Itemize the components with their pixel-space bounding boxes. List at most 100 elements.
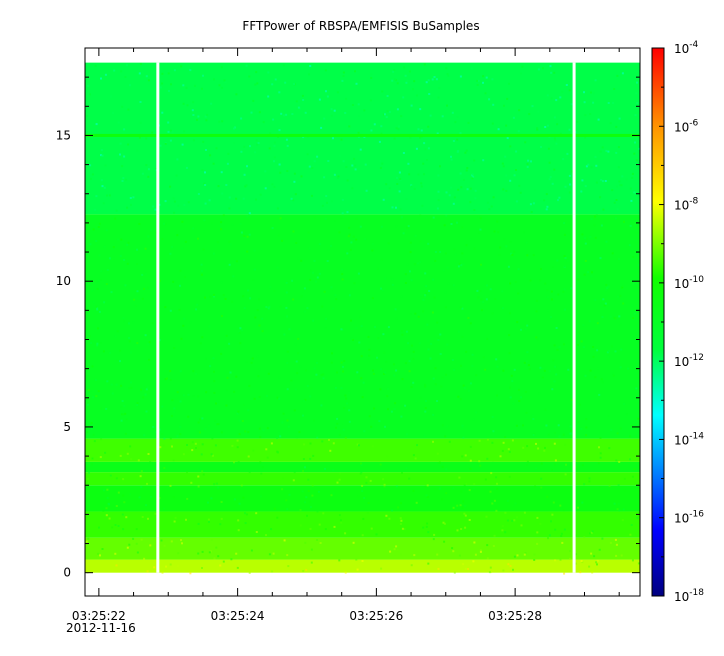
noise-pixel: [215, 147, 218, 150]
noise-pixel: [609, 541, 612, 544]
noise-pixel: [351, 104, 354, 106]
noise-pixel: [297, 337, 300, 340]
noise-pixel: [490, 205, 493, 208]
noise-pixel: [308, 247, 311, 250]
noise-pixel: [553, 442, 556, 445]
noise-pixel: [143, 434, 146, 437]
noise-pixel: [583, 101, 586, 104]
noise-pixel: [457, 150, 460, 153]
noise-pixel: [563, 265, 566, 268]
noise-pixel: [247, 409, 250, 412]
noise-pixel: [425, 525, 428, 528]
noise-pixel: [372, 369, 374, 372]
noise-pixel: [579, 571, 582, 574]
noise-pixel: [176, 391, 179, 394]
noise-pixel: [474, 197, 477, 200]
noise-pixel: [450, 223, 453, 225]
noise-pixel: [402, 501, 405, 504]
noise-pixel: [466, 188, 469, 191]
noise-pixel: [550, 316, 552, 319]
noise-pixel: [518, 184, 521, 187]
noise-pixel: [89, 93, 91, 96]
noise-pixel: [595, 164, 598, 167]
noise-pixel: [209, 154, 212, 157]
noise-pixel: [130, 203, 132, 206]
noise-pixel: [424, 148, 427, 151]
noise-pixel: [472, 418, 475, 421]
noise-pixel: [601, 316, 604, 319]
noise-pixel: [225, 334, 228, 337]
noise-pixel: [147, 453, 150, 455]
noise-pixel: [516, 516, 518, 519]
noise-pixel: [615, 543, 618, 546]
noise-pixel: [501, 307, 504, 310]
noise-pixel: [419, 260, 422, 263]
noise-pixel: [377, 337, 380, 340]
noise-pixel: [332, 442, 335, 445]
noise-pixel: [404, 282, 407, 284]
noise-pixel: [568, 174, 571, 177]
noise-pixel: [635, 475, 638, 478]
noise-pixel: [290, 379, 293, 382]
noise-pixel: [355, 82, 358, 85]
noise-pixel: [520, 524, 523, 527]
noise-pixel: [330, 114, 333, 117]
noise-pixel: [445, 214, 448, 217]
noise-pixel: [417, 173, 420, 176]
noise-pixel: [283, 539, 286, 542]
noise-pixel: [246, 235, 249, 238]
noise-pixel: [113, 257, 115, 260]
noise-pixel: [249, 297, 252, 300]
noise-pixel: [563, 572, 566, 575]
noise-pixel: [304, 369, 307, 372]
noise-pixel: [184, 240, 187, 243]
noise-pixel: [348, 125, 351, 128]
noise-pixel: [332, 492, 335, 495]
noise-pixel: [509, 565, 512, 568]
noise-pixel: [593, 555, 596, 558]
noise-pixel: [99, 407, 102, 410]
noise-pixel: [508, 475, 511, 478]
noise-pixel: [473, 159, 476, 162]
noise-pixel: [340, 521, 343, 524]
noise-pixel: [385, 183, 388, 186]
noise-pixel: [154, 512, 157, 515]
noise-pixel: [517, 268, 520, 271]
noise-pixel: [324, 327, 327, 330]
noise-pixel: [632, 283, 635, 285]
noise-pixel: [508, 450, 511, 453]
noise-pixel: [316, 361, 318, 364]
noise-pixel: [541, 367, 544, 370]
noise-pixel: [103, 186, 106, 189]
noise-pixel: [581, 179, 584, 182]
noise-pixel: [557, 346, 560, 349]
noise-pixel: [619, 323, 622, 326]
noise-pixel: [259, 461, 262, 464]
noise-pixel: [585, 426, 588, 429]
noise-pixel: [207, 518, 210, 521]
noise-pixel: [419, 108, 422, 111]
noise-pixel: [474, 189, 477, 192]
noise-pixel: [267, 95, 270, 98]
noise-pixel: [447, 282, 450, 285]
noise-pixel: [614, 217, 617, 220]
noise-pixel: [318, 562, 321, 565]
noise-pixel: [469, 238, 472, 241]
noise-pixel: [581, 233, 584, 236]
noise-pixel: [468, 489, 471, 492]
noise-pixel: [322, 373, 325, 376]
noise-pixel: [434, 259, 437, 262]
noise-pixel: [432, 538, 435, 541]
noise-pixel: [516, 554, 519, 557]
noise-pixel: [405, 467, 408, 470]
noise-pixel: [619, 294, 622, 297]
noise-pixel: [520, 396, 523, 399]
noise-pixel: [196, 118, 198, 121]
noise-pixel: [88, 471, 90, 474]
noise-pixel: [148, 341, 151, 344]
noise-pixel: [307, 490, 310, 492]
noise-pixel: [394, 402, 397, 405]
noise-pixel: [513, 555, 516, 558]
noise-pixel: [387, 408, 389, 411]
noise-pixel: [90, 427, 93, 430]
